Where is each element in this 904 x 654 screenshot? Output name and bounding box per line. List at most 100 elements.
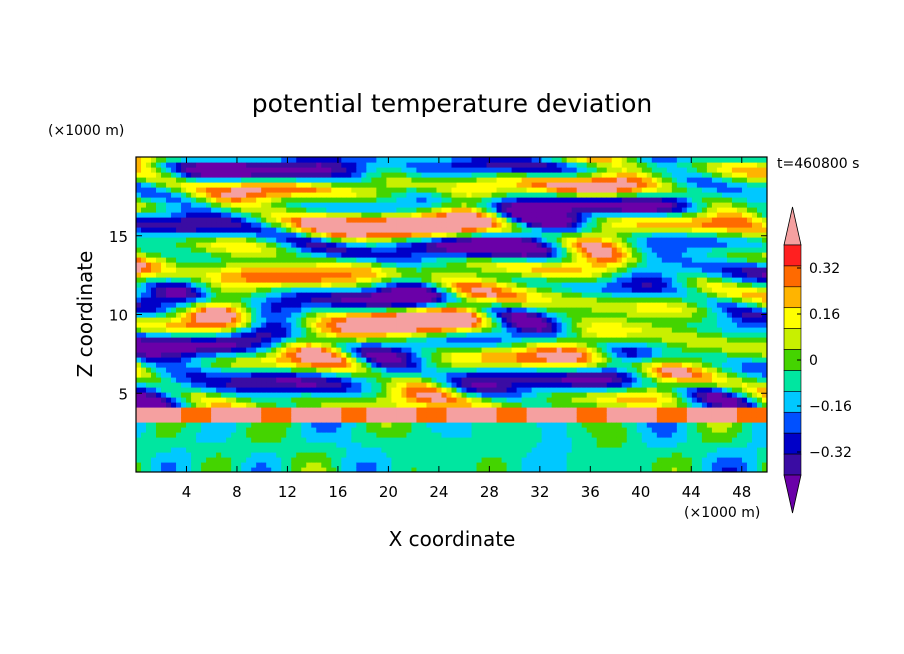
heatmap-cell [221, 297, 227, 303]
heatmap-cell [431, 282, 438, 288]
heatmap-cell [496, 462, 503, 468]
heatmap-cell [276, 362, 282, 368]
heatmap-cell [231, 182, 237, 188]
heatmap-cell [196, 172, 202, 178]
heatmap-cell [291, 362, 297, 368]
heatmap-cell [521, 292, 528, 298]
heatmap-cell [181, 312, 187, 318]
heatmap-cell [166, 267, 172, 273]
heatmap-cell [176, 337, 182, 343]
heatmap-cell [226, 162, 232, 168]
heatmap-cell [401, 347, 408, 353]
heatmap-cell [341, 297, 347, 303]
heatmap-cell [466, 347, 473, 353]
heatmap-cell [491, 442, 498, 448]
heatmap-cell [411, 217, 418, 223]
heatmap-cell [491, 287, 498, 293]
heatmap-cell [251, 367, 257, 373]
heatmap-cell [181, 302, 187, 308]
heatmap-cell [486, 367, 493, 373]
heatmap-cell [391, 437, 398, 443]
heatmap-cell [201, 417, 207, 423]
heatmap-cell [351, 192, 357, 198]
heatmap-cell [471, 382, 478, 388]
heatmap-cell [426, 237, 433, 243]
heatmap-cell [516, 212, 523, 218]
heatmap-cell [396, 207, 403, 213]
heatmap-cell [266, 417, 272, 423]
heatmap-cell [321, 297, 327, 303]
heatmap-cell [366, 232, 372, 238]
heatmap-cell [166, 157, 172, 163]
heatmap-cell [321, 392, 327, 398]
heatmap-cell [261, 177, 267, 183]
heatmap-cell [466, 402, 473, 408]
heatmap-cell [496, 362, 503, 368]
heatmap-cell [471, 317, 478, 323]
heatmap-cell [201, 272, 207, 278]
heatmap-cell [491, 467, 498, 472]
heatmap-cell [181, 242, 187, 248]
heatmap-cell [436, 452, 443, 458]
heatmap-cell [311, 452, 317, 458]
heatmap-cell [506, 282, 513, 288]
heatmap-cell [266, 377, 272, 383]
heatmap-cell [361, 377, 367, 383]
heatmap-cell [226, 157, 232, 163]
heatmap-cell [481, 232, 488, 238]
heatmap-cell [181, 337, 187, 343]
heatmap-cell [431, 312, 438, 318]
heatmap-cell [181, 297, 187, 303]
heatmap-cell [451, 437, 458, 443]
heatmap-cell [306, 412, 312, 418]
heatmap-cell [161, 277, 167, 283]
heatmap-cell [236, 267, 242, 273]
heatmap-cell [466, 222, 473, 228]
heatmap-cell [296, 312, 302, 318]
heatmap-cell [466, 452, 473, 458]
heatmap-cell [466, 467, 473, 472]
heatmap-cell [506, 342, 513, 348]
heatmap-cell [486, 357, 493, 363]
heatmap-cell [161, 252, 167, 258]
heatmap-cell [166, 407, 172, 413]
heatmap-cell [356, 257, 362, 263]
heatmap-cell [476, 162, 483, 168]
heatmap-cell [241, 277, 247, 283]
heatmap-cell [416, 242, 423, 248]
heatmap-cell [506, 362, 513, 368]
heatmap-cell [391, 457, 398, 463]
heatmap-cell [271, 347, 277, 353]
heatmap-cell [256, 322, 262, 328]
heatmap-cell [421, 227, 428, 233]
heatmap-cell [476, 387, 483, 393]
heatmap-cell [416, 282, 423, 288]
heatmap-cell [356, 317, 362, 323]
heatmap-cell [296, 327, 302, 333]
heatmap-cell [396, 342, 403, 348]
heatmap-cell [311, 372, 317, 378]
heatmap-cell [251, 357, 257, 363]
heatmap-cell [406, 412, 413, 418]
heatmap-cell [211, 157, 217, 163]
heatmap-cell [181, 212, 187, 218]
heatmap-cell [456, 257, 463, 263]
heatmap-cell [491, 187, 498, 193]
heatmap-cell [381, 307, 387, 313]
heatmap-cell [166, 182, 172, 188]
heatmap-cell [236, 187, 242, 193]
heatmap-cell [511, 292, 518, 298]
heatmap-cell [196, 342, 202, 348]
heatmap-cell [406, 162, 413, 168]
heatmap-cell [226, 302, 232, 308]
heatmap-cell [386, 432, 393, 438]
heatmap-cell [441, 377, 448, 383]
heatmap-cell [271, 387, 277, 393]
heatmap-cell [381, 442, 387, 448]
heatmap-cell [176, 212, 182, 218]
heatmap-cell [286, 297, 292, 303]
heatmap-cell [301, 382, 307, 388]
heatmap-cell [156, 202, 162, 208]
heatmap-cell [341, 447, 347, 453]
heatmap-cell [451, 172, 458, 178]
